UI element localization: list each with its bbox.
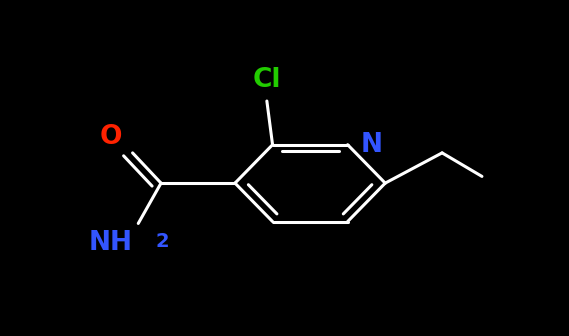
Text: N: N (360, 132, 382, 158)
Text: O: O (100, 124, 122, 150)
Text: Cl: Cl (253, 67, 281, 93)
Text: NH: NH (89, 230, 133, 256)
Text: 2: 2 (156, 232, 170, 251)
